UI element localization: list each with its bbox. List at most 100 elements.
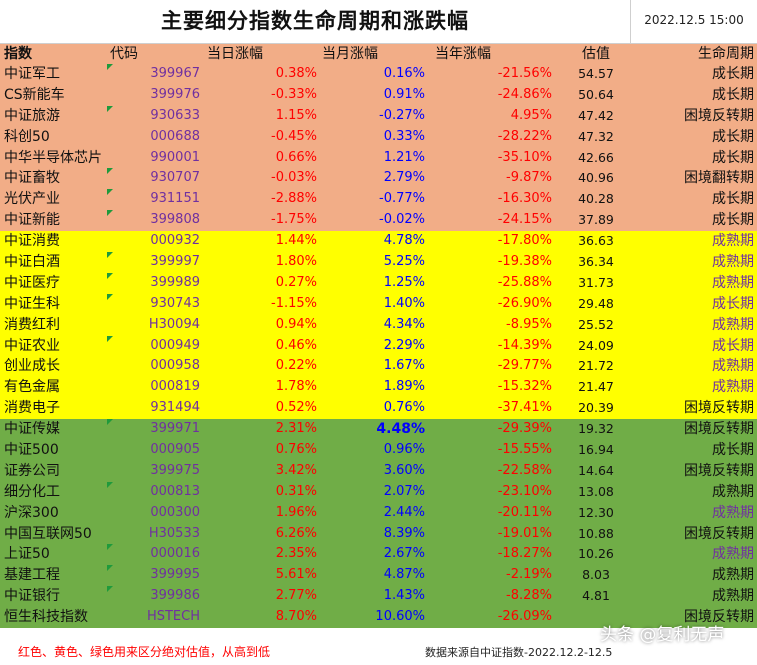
valuation: 10.88: [578, 525, 614, 541]
day-change: 1.96%: [275, 504, 317, 520]
month-change: 1.40%: [383, 295, 425, 311]
index-name: 中国互联网50: [4, 525, 92, 542]
index-code: HSTECH: [146, 609, 200, 625]
table-row: 中国互联网50 H30533 6.26% 8.39% -19.01% 10.88 困境反转期: [0, 523, 757, 545]
table-row: 中证军工 399967 0.38% 0.16% -21.56% 54.57 成长期: [0, 64, 757, 85]
valuation: 40.96: [578, 170, 614, 186]
index-code: 399808: [150, 212, 200, 228]
month-change: 4.78%: [383, 233, 425, 249]
table-row: 光伏产业 931151 -2.88% -0.77% -16.30% 40.28 成长期: [0, 189, 757, 211]
day-change: 0.52%: [275, 400, 317, 416]
comment-flag-icon: [107, 293, 113, 300]
day-change: 0.46%: [275, 337, 317, 353]
day-change: 0.94%: [275, 316, 317, 332]
table-row: 中证新能 399808 -1.75% -0.02% -24.15% 37.89 成长期: [0, 210, 757, 232]
year-change: -35.10%: [497, 149, 552, 165]
day-change: -1.15%: [271, 295, 317, 311]
table-row: 创业成长 000958 0.22% 1.67% -29.77% 21.72 成熟期: [0, 356, 757, 378]
day-change: 0.66%: [275, 149, 317, 165]
year-change: -26.09%: [497, 609, 552, 625]
index-name: 中证传媒: [4, 421, 60, 438]
table-row: 中证医疗 399989 0.27% 1.25% -25.88% 31.73 成熟期: [0, 272, 757, 294]
month-change: 2.29%: [383, 337, 425, 353]
index-code: 930633: [150, 107, 200, 123]
day-change: 1.44%: [275, 233, 317, 249]
index-code: H30533: [148, 525, 200, 541]
year-change: -29.77%: [497, 358, 552, 374]
life-cycle: 成长期: [712, 149, 754, 166]
month-change: 3.60%: [383, 462, 425, 478]
comment-flag-icon: [107, 565, 113, 572]
month-change: -0.27%: [379, 107, 425, 123]
month-change: 0.96%: [383, 442, 425, 458]
header-valuation: 估值: [582, 46, 610, 62]
year-change: -29.39%: [497, 421, 552, 437]
table-header: 指数 代码 当日涨幅 当月涨幅 当年涨幅 估值 生命周期: [0, 44, 757, 64]
year-change: 4.95%: [510, 107, 552, 123]
day-change: 8.70%: [275, 609, 317, 625]
life-cycle: 成长期: [712, 86, 754, 103]
valuation: 25.52: [578, 316, 614, 332]
valuation: 31.73: [578, 274, 614, 290]
index-name: 中证新能: [4, 212, 60, 229]
valuation: 29.48: [578, 295, 614, 311]
index-name: 创业成长: [4, 358, 60, 375]
index-code: 399989: [150, 274, 200, 290]
table-row: 中华半导体芯片 990001 0.66% 1.21% -35.10% 42.66 成长期: [0, 147, 757, 169]
life-cycle: 困境反转期: [684, 462, 754, 479]
valuation: 40.28: [578, 191, 614, 207]
header-year: 当年涨幅: [435, 46, 491, 62]
index-name: 中证生科: [4, 295, 60, 312]
page-title: 主要细分指数生命周期和涨跌幅: [161, 9, 469, 33]
index-name: 中证500: [4, 442, 59, 459]
index-name: 中证医疗: [4, 274, 60, 291]
day-change: 0.31%: [275, 483, 317, 499]
year-change: -28.22%: [497, 128, 552, 144]
day-change: 6.26%: [275, 525, 317, 541]
month-change: 0.16%: [383, 66, 425, 81]
month-change: 5.25%: [383, 254, 425, 270]
valuation: 24.09: [578, 337, 614, 353]
comment-flag-icon: [107, 210, 113, 217]
day-change: 2.35%: [275, 546, 317, 562]
year-change: -17.80%: [497, 233, 552, 249]
month-change: 4.87%: [383, 567, 425, 583]
table-row: 有色金属 000819 1.78% 1.89% -15.32% 21.47 成熟期: [0, 377, 757, 399]
footer-source: 数据来源自中证指数-2022.12.2-12.5: [425, 646, 613, 659]
month-change: 1.21%: [383, 149, 425, 165]
day-change: 5.61%: [275, 567, 317, 583]
life-cycle: 困境反转期: [684, 525, 754, 542]
life-cycle: 成熟期: [712, 274, 754, 291]
day-change: -1.75%: [271, 212, 317, 228]
index-name: 中证白酒: [4, 254, 60, 271]
year-change: -20.11%: [497, 504, 552, 520]
index-code: 399975: [150, 462, 200, 478]
year-change: -25.88%: [497, 274, 552, 290]
index-name: 中证农业: [4, 337, 60, 354]
valuation: 47.42: [578, 107, 614, 123]
year-change: -19.01%: [497, 525, 552, 541]
table-row: 中证银行 399986 2.77% 1.43% -8.28% 4.81 成熟期: [0, 586, 757, 608]
title-bar: 主要细分指数生命周期和涨跌幅 2022.12.5 15:00: [0, 0, 757, 44]
table-row: 中证传媒 399971 2.31% 4.48% -29.39% 19.32 困境反转期: [0, 419, 757, 441]
life-cycle: 成熟期: [712, 567, 754, 584]
day-change: 1.78%: [275, 379, 317, 395]
life-cycle: 成熟期: [712, 483, 754, 500]
index-name: 恒生科技指数: [4, 609, 88, 626]
index-name: 中证旅游: [4, 107, 60, 124]
index-code: H30094: [148, 316, 200, 332]
day-change: 0.76%: [275, 442, 317, 458]
valuation: 37.89: [578, 212, 614, 228]
day-change: -0.45%: [271, 128, 317, 144]
index-code: 399986: [150, 588, 200, 604]
index-code: 931151: [150, 191, 200, 207]
life-cycle: 成熟期: [712, 379, 754, 396]
day-change: -0.33%: [271, 86, 317, 102]
table-row: 中证500 000905 0.76% 0.96% -15.55% 16.94 成长期: [0, 440, 757, 461]
day-change: 3.42%: [275, 462, 317, 478]
index-name: 中证畜牧: [4, 170, 60, 187]
life-cycle: 成熟期: [712, 588, 754, 605]
year-change: -8.95%: [506, 316, 552, 332]
index-code: 399971: [150, 421, 200, 437]
valuation: 36.63: [578, 233, 614, 249]
